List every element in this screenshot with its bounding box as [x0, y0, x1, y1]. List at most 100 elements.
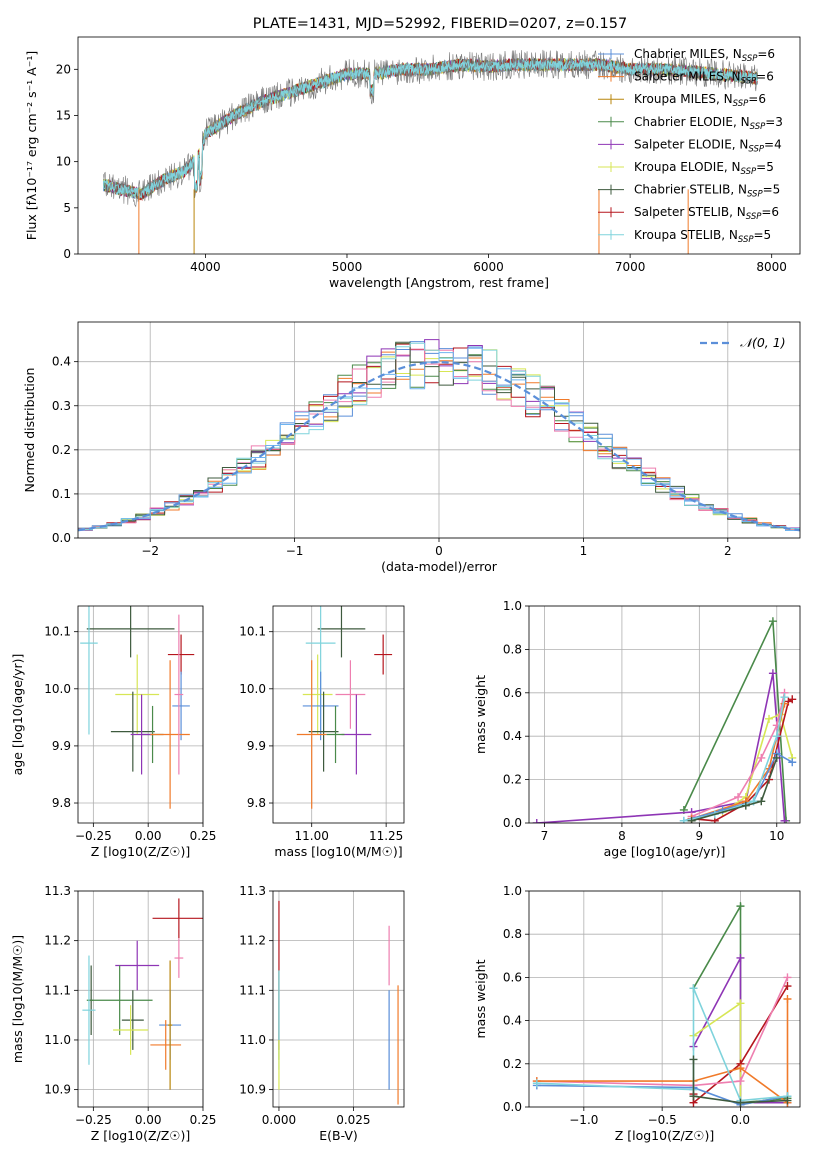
y-tick-label: 10.0	[44, 682, 71, 696]
y-tick-label: 11.3	[239, 884, 266, 898]
histogram-step-line	[78, 341, 800, 531]
model-spectrum-line	[103, 59, 758, 200]
errorbars	[82, 898, 203, 1090]
y-axis-label: mass weight	[473, 959, 488, 1038]
errorbars	[278, 900, 399, 1105]
y-tick-label: 0.6	[503, 970, 522, 984]
panel-spectrum: 4000 5000 6000 7000 8000 0 5 10 15 20 wavelength […	[24, 36, 801, 290]
weight-point	[736, 902, 745, 911]
x-tick-label: 0.00	[135, 829, 162, 843]
weight-point	[783, 1096, 792, 1105]
x-tick-label: 11.00	[295, 829, 329, 843]
weight-series-line	[536, 977, 789, 1087]
x-tick-label: 1	[580, 544, 588, 558]
weight-lines	[532, 902, 792, 1107]
weight-point	[780, 693, 789, 702]
legend-entry: Salpeter MILES, NSSP=6	[634, 70, 774, 87]
panel-age_vs_mass: 11.00 11.25 9.8 9.9 10.0 10.1 mass [log10(M/M☉…	[239, 605, 405, 859]
spectrum-legend: Chabrier MILES, NSSP=6 Salpeter MILES, NS…	[598, 47, 783, 245]
spectrum-lines	[103, 49, 758, 254]
x-tick-label: 9	[696, 829, 704, 843]
legend-entry: Chabrier MILES, NSSP=6	[634, 47, 775, 64]
y-tick-label: 20	[56, 62, 71, 76]
x-tick-label: 8000	[756, 260, 787, 274]
y-tick-label: 11.0	[239, 1033, 266, 1047]
y-tick-label: 9.8	[247, 796, 266, 810]
x-tick-label: 5000	[332, 260, 363, 274]
weight-series-line	[536, 673, 786, 823]
panel-mass_vs_Z: −0.25 0.00 0.25 10.9 11.0 11.1 11.2 11.3 Z [log1…	[10, 884, 216, 1143]
x-axis-label: mass [log10(M/M☉)]	[274, 844, 402, 859]
axes-frame	[272, 605, 405, 824]
y-tick-label: 9.9	[52, 739, 71, 753]
x-tick-label: 0.000	[262, 1113, 296, 1127]
y-tick-label: 0.4	[503, 1014, 522, 1028]
x-axis-label: age [log10(age/yr)]	[604, 844, 726, 859]
x-axis-label: Z [log10(Z/Z☉)]	[91, 1128, 191, 1143]
weight-point	[689, 984, 698, 993]
weight-point	[788, 758, 797, 767]
weight-point	[532, 819, 541, 823]
x-axis-label: Z [log10(Z/Z☉)]	[91, 844, 191, 859]
x-tick-label: 0	[435, 544, 443, 558]
y-tick-label: 0.4	[503, 729, 522, 743]
errorbars	[296, 606, 393, 809]
x-tick-label: 7000	[615, 260, 646, 274]
weight-point	[741, 801, 750, 810]
x-axis-label: E(B-V)	[319, 1128, 358, 1143]
weight-point	[736, 953, 745, 962]
y-axis-label: Flux [fλ10⁻¹⁷ erg cm⁻² s⁻¹ A⁻¹]	[24, 51, 39, 240]
histogram-step-line	[78, 347, 800, 531]
weight-point	[532, 1079, 541, 1088]
x-tick-label: −0.25	[75, 829, 112, 843]
panel-massweight_vs_age: 7 8 9 10 0.0 0.2 0.4 0.6 0.8 1.0 age [log10(age/yr…	[473, 599, 801, 859]
weight-point	[736, 1077, 745, 1086]
weight-point	[783, 973, 792, 982]
y-tick-label: 10.9	[239, 1083, 266, 1097]
weight-point	[736, 999, 745, 1008]
errorbars	[80, 606, 195, 809]
weight-point	[783, 982, 792, 991]
weight-point	[772, 732, 781, 741]
y-tick-label: 10.9	[44, 1083, 71, 1097]
x-tick-label: 0.00	[135, 1113, 162, 1127]
legend-entry: Salpeter STELIB, NSSP=6	[634, 205, 779, 222]
weight-point	[765, 714, 774, 723]
x-tick-label: 11.25	[369, 829, 403, 843]
weight-point	[768, 669, 777, 678]
x-tick-label: 0.025	[336, 1113, 370, 1127]
y-tick-label: 11.2	[44, 934, 71, 948]
weight-point	[757, 797, 766, 806]
legend-entry: Chabrier STELIB, NSSP=5	[634, 183, 780, 200]
axes-frame	[528, 605, 801, 824]
weight-point	[679, 816, 688, 823]
y-tick-label: 10.1	[239, 625, 266, 639]
axes-frame	[272, 890, 405, 1108]
axes-frame	[77, 321, 801, 539]
y-tick-label: 0.0	[52, 531, 71, 545]
y-tick-label: 0.2	[52, 443, 71, 457]
weight-lines	[532, 617, 797, 823]
weight-point	[780, 816, 789, 823]
x-tick-label: 0.25	[190, 1113, 217, 1127]
y-tick-label: 10.1	[44, 625, 71, 639]
weight-point	[689, 1092, 698, 1101]
y-tick-label: 0.8	[503, 927, 522, 941]
weight-point	[772, 753, 781, 762]
y-tick-label: 11.1	[239, 983, 266, 997]
panel-massweight_vs_Z: −1.0 −0.5 0.0 0.0 0.2 0.4 0.6 0.8 1.0 Z [log10(Z/…	[473, 884, 801, 1143]
y-tick-label: 0.0	[503, 816, 522, 830]
x-tick-label: 10	[769, 829, 784, 843]
y-axis-label: Normed distribution	[22, 368, 37, 493]
y-tick-label: 11.2	[239, 934, 266, 948]
x-tick-label: 4000	[190, 260, 221, 274]
y-tick-label: 10	[56, 155, 71, 169]
x-axis-label: wavelength [Angstrom, rest frame]	[329, 275, 549, 290]
x-tick-label: 7	[541, 829, 549, 843]
y-tick-label: 9.9	[247, 739, 266, 753]
y-tick-label: 1.0	[503, 599, 522, 613]
panel-residual_histogram: −2 −1 0 1 2 0.0 0.1 0.2 0.3 0.4 (data-model)/error…	[22, 321, 801, 574]
x-tick-label: −2	[141, 544, 159, 558]
y-tick-label: 0.2	[503, 1057, 522, 1071]
x-tick-label: 0.0	[731, 1113, 750, 1127]
